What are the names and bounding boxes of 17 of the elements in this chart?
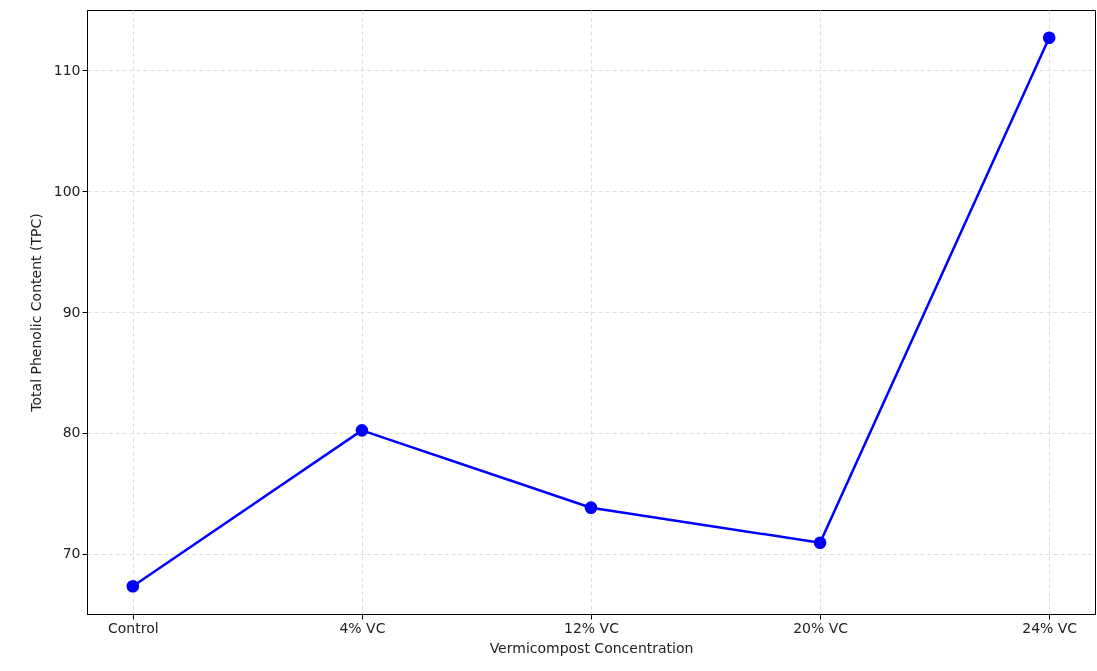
x-axis-title: Vermicompost Concentration — [489, 639, 694, 656]
y-tick-label: 70 — [62, 545, 81, 562]
x-tick-label: 12% VC — [564, 619, 620, 636]
point — [813, 536, 827, 550]
point — [126, 579, 140, 593]
point — [584, 501, 598, 515]
y-tick-label: 110 — [53, 61, 81, 78]
point — [1042, 31, 1056, 45]
y-tick-label: 90 — [62, 303, 81, 320]
x-tick-label: 20% VC — [793, 619, 849, 636]
point — [355, 424, 369, 437]
y-tick-label: 100 — [53, 182, 81, 199]
x-tick-label: Control — [108, 619, 159, 636]
y-axis-title: Total Phenolic Content (TPC) — [27, 213, 44, 413]
x-tick-label: 4% VC — [339, 619, 386, 636]
x-tick-label: 24% VC — [1022, 619, 1078, 636]
y-tick-label: 80 — [62, 424, 81, 441]
